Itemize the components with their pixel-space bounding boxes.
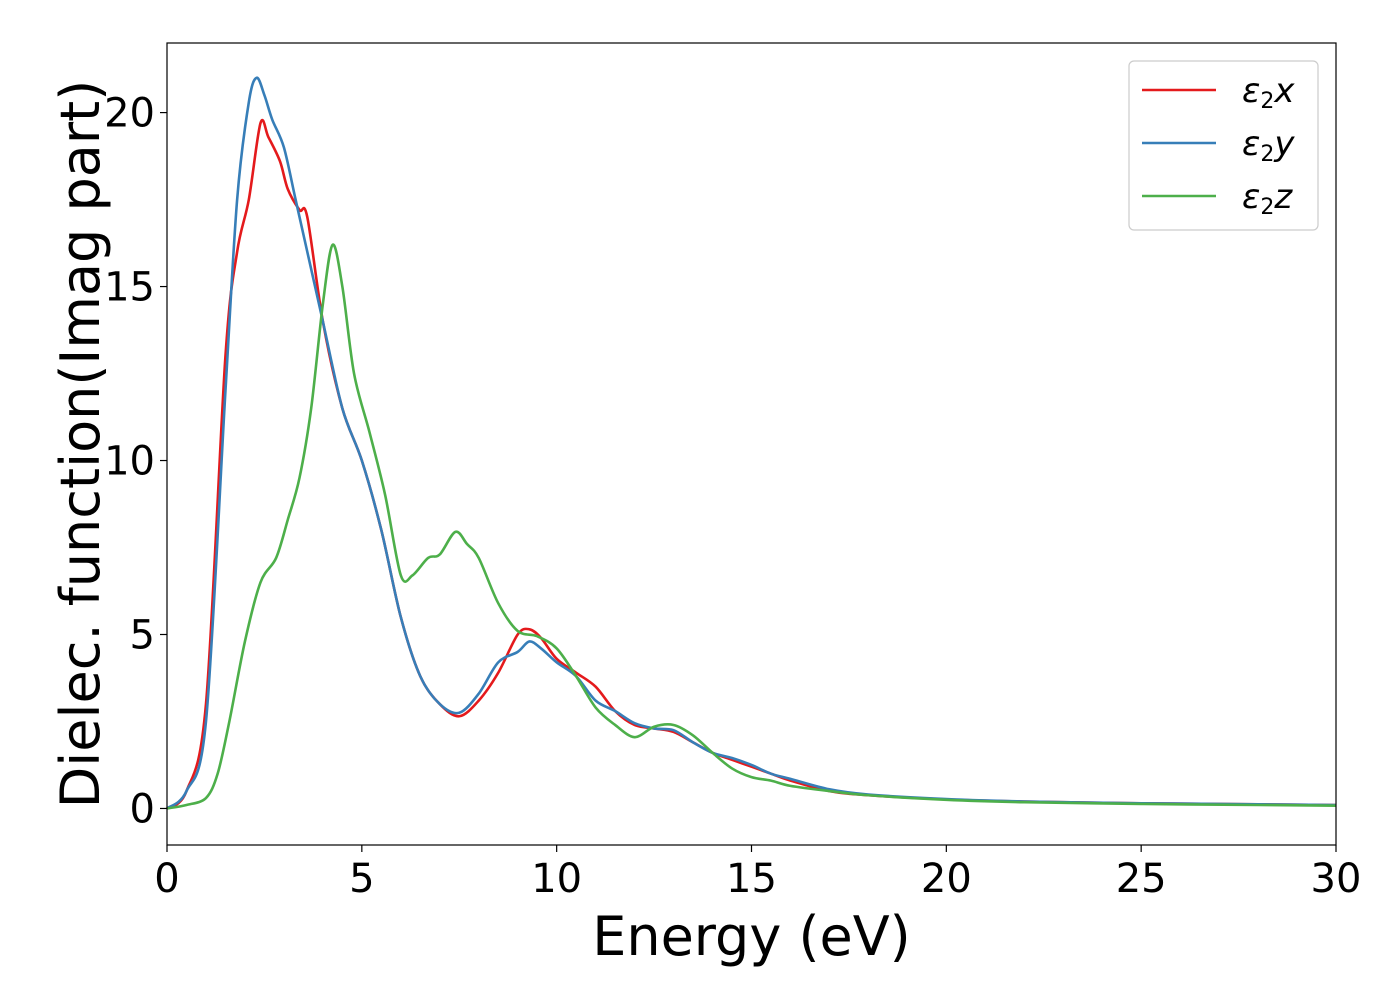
series-layer [166,76,1337,810]
legend-label-y: ε2y [1242,124,1295,167]
y-tick-label: 0 [130,786,155,832]
x-tick-label: 10 [531,856,582,902]
y-axis-label: Dielec. function(Imag part) [49,80,112,809]
y-tick-label: 20 [104,91,155,137]
x-axis-label: Energy (eV) [592,905,911,968]
series-line-z [166,243,1337,810]
legend-box [1128,60,1319,231]
y-tick-label: 15 [104,265,155,311]
legend: ε2x ε2y ε2z [1128,60,1319,231]
legend-label-z: ε2z [1242,177,1293,220]
legend-label-x: ε2x [1242,71,1295,114]
series-line-y [166,76,1337,810]
y-tick-label: 10 [104,439,155,485]
x-tick-label: 30 [1311,856,1362,902]
x-tick-label: 20 [921,856,972,902]
x-tick-label: 15 [726,856,777,902]
ticks-layer: 0 5 10 15 20 25 30 0 5 10 15 20 [104,91,1361,902]
series-line-x [166,118,1337,810]
x-tick-label: 0 [154,856,179,902]
x-tick-label: 5 [349,856,374,902]
y-tick-label: 5 [130,612,155,658]
x-tick-label: 25 [1116,856,1167,902]
